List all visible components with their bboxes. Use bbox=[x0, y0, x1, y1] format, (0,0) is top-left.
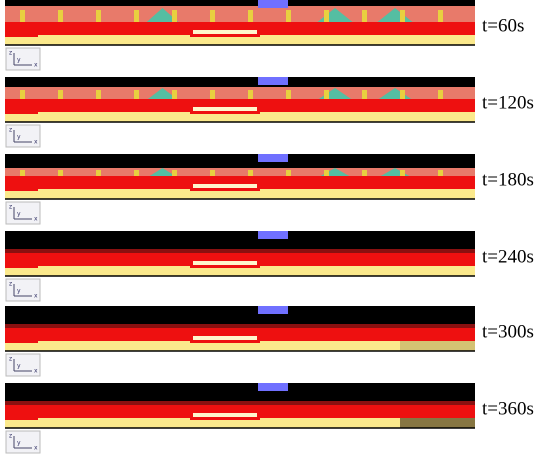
axis-label-z: z bbox=[9, 281, 12, 288]
smoke-spread bbox=[400, 341, 475, 351]
entrance bbox=[258, 306, 288, 314]
yellow-band bbox=[5, 266, 475, 276]
axis-label-z: z bbox=[9, 204, 12, 211]
block-mid-inner bbox=[193, 413, 257, 417]
block-mid-inner bbox=[193, 184, 257, 188]
column bbox=[400, 10, 405, 28]
entrance bbox=[258, 77, 288, 85]
time-label: t=60s bbox=[482, 15, 524, 36]
block-mid-inner bbox=[193, 30, 257, 34]
column bbox=[134, 10, 139, 28]
axis-label-x: x bbox=[34, 368, 38, 375]
axis-icon: zy x bbox=[5, 124, 41, 148]
axis-icon: zy x bbox=[5, 201, 41, 225]
column bbox=[20, 10, 25, 28]
axis-label-x: x bbox=[34, 139, 38, 146]
column bbox=[286, 10, 291, 28]
axis-label-y: y bbox=[17, 440, 21, 447]
time-label: t=360s bbox=[482, 398, 534, 419]
block-left bbox=[5, 105, 38, 114]
time-label: t=300s bbox=[482, 321, 534, 342]
entrance bbox=[258, 0, 288, 8]
axis-label-y: y bbox=[17, 134, 21, 141]
column bbox=[324, 10, 329, 28]
smoke-layer bbox=[5, 0, 475, 6]
axis-icon: zy x bbox=[5, 430, 41, 454]
axis-icon: zy x bbox=[5, 278, 41, 302]
block-left bbox=[5, 259, 38, 268]
axis-label-y: y bbox=[17, 211, 21, 218]
axis-label-x: x bbox=[34, 62, 38, 69]
time-label: t=120s bbox=[482, 92, 534, 113]
column bbox=[172, 10, 177, 28]
time-label: t=240s bbox=[482, 246, 534, 267]
time-label: t=180s bbox=[482, 169, 534, 190]
column bbox=[362, 10, 367, 28]
axis-label-x: x bbox=[34, 216, 38, 223]
yellow-band bbox=[5, 418, 475, 428]
snapshot-panel: zy x t=300s bbox=[5, 306, 534, 377]
block-left bbox=[5, 28, 38, 37]
column bbox=[210, 10, 215, 28]
block-mid-inner bbox=[193, 336, 257, 340]
axis-label-y: y bbox=[17, 363, 21, 370]
axis-label-z: z bbox=[9, 433, 12, 440]
yellow-band bbox=[5, 35, 475, 45]
axis-label-y: y bbox=[17, 288, 21, 295]
column bbox=[58, 10, 63, 28]
axis-icon: zy x bbox=[5, 47, 41, 71]
yellow-band bbox=[5, 112, 475, 122]
axis-label-z: z bbox=[9, 356, 12, 363]
smoke-spread bbox=[400, 418, 475, 428]
block-mid-inner bbox=[193, 261, 257, 265]
snapshot-panel: zy x t=60s bbox=[5, 0, 524, 71]
yellow-band bbox=[5, 189, 475, 199]
column bbox=[96, 10, 101, 28]
yellow-band bbox=[5, 341, 475, 351]
column bbox=[248, 10, 253, 28]
axis-label-y: y bbox=[17, 57, 21, 64]
entrance bbox=[258, 383, 288, 391]
block-left bbox=[5, 411, 38, 420]
column bbox=[438, 10, 443, 28]
snapshot-panel: zy x t=180s bbox=[5, 154, 534, 225]
block-left bbox=[5, 334, 38, 343]
entrance bbox=[258, 231, 288, 239]
snapshot-panel: zy x t=360s bbox=[5, 383, 534, 454]
snapshot-panel: zy x t=120s bbox=[5, 77, 534, 148]
axis-label-x: x bbox=[34, 445, 38, 452]
smoke-layer bbox=[5, 77, 475, 87]
axis-label-x: x bbox=[34, 293, 38, 300]
axis-icon: zy x bbox=[5, 353, 41, 377]
block-left bbox=[5, 182, 38, 191]
smoke-layer bbox=[5, 154, 475, 168]
snapshot-panel: zy x t=240s bbox=[5, 231, 534, 302]
axis-label-z: z bbox=[9, 127, 12, 134]
entrance bbox=[258, 154, 288, 162]
block-mid-inner bbox=[193, 107, 257, 111]
axis-label-z: z bbox=[9, 50, 12, 57]
